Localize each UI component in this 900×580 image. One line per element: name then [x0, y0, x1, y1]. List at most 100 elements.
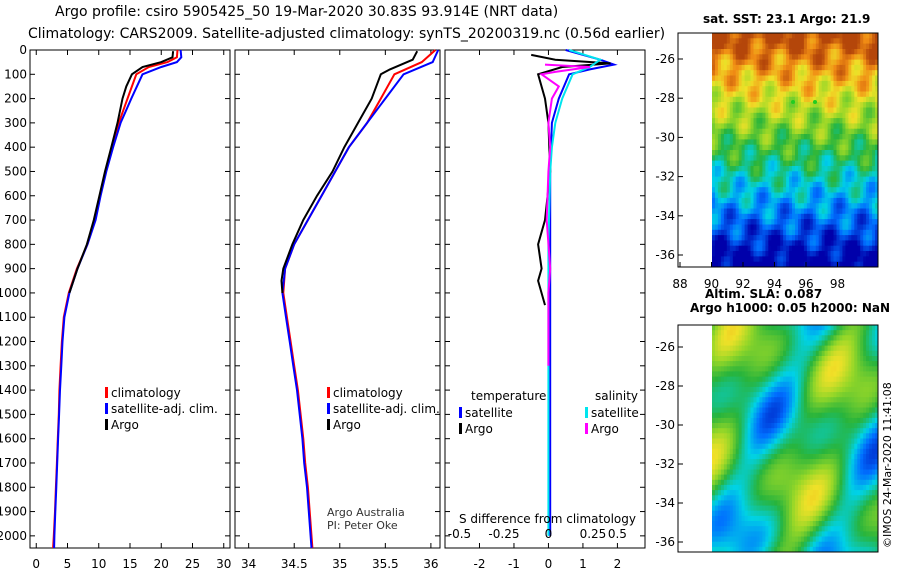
heatmap-cell [735, 454, 740, 460]
heatmap-cell [857, 229, 861, 236]
heatmap-cell [821, 261, 826, 268]
heatmap-cell [759, 102, 763, 108]
sst-map-frame [677, 32, 879, 268]
heatmap-cell [863, 376, 867, 383]
heatmap-cell [821, 38, 826, 45]
heatmap-cell [783, 325, 787, 331]
heatmap-cell [842, 155, 846, 162]
heatmap-cell [726, 350, 731, 357]
heatmap-cell [726, 240, 731, 247]
heatmap-cell [732, 261, 737, 268]
heatmap-cell [717, 479, 722, 486]
heatmap-cell [842, 256, 846, 263]
heatmap-cell [786, 448, 790, 455]
heatmap-cell [863, 490, 867, 496]
heatmap-cell [869, 49, 873, 55]
heatmap-cell [830, 144, 835, 151]
heatmap-cell [792, 376, 796, 383]
heatmap-cell [729, 187, 734, 193]
heatmap-cell [795, 187, 799, 193]
heatmap-cell [729, 118, 734, 124]
heatmap-cell [827, 397, 832, 403]
heatmap-cell [765, 134, 769, 140]
heatmap-cell [795, 448, 799, 455]
heatmap-cell [732, 91, 737, 98]
heatmap-cell [812, 469, 817, 476]
heatmap-cell [821, 386, 826, 393]
heatmap-cell [762, 208, 766, 215]
heatmap-cell [875, 361, 879, 367]
heatmap-cell [744, 251, 749, 257]
heatmap-cell [866, 423, 870, 429]
heatmap-cell [768, 139, 772, 146]
heatmap-cell [830, 464, 835, 470]
heatmap-cell [798, 128, 802, 135]
heatmap-cell [818, 428, 823, 434]
heatmap-cell [863, 33, 867, 39]
heatmap-cell [717, 187, 722, 193]
heatmap-cell [783, 43, 787, 50]
heatmap-cell [857, 102, 861, 108]
heatmap-cell [848, 417, 852, 424]
heatmap-cell [786, 366, 790, 372]
heatmap-cell [863, 171, 867, 178]
heatmap-cell [806, 229, 811, 236]
heatmap-cell [759, 325, 763, 331]
heatmap-cell [812, 70, 817, 76]
heatmap-cell [715, 75, 719, 82]
heatmap-cell [848, 376, 852, 383]
heatmap-cell [715, 112, 719, 119]
heatmap-cell [792, 459, 796, 465]
heatmap-cell [806, 240, 811, 247]
heatmap-cell [833, 521, 837, 527]
heatmap-cell [756, 376, 760, 383]
heatmap-cell [768, 123, 772, 130]
heatmap-cell [783, 64, 787, 71]
heatmap-cell [830, 134, 835, 140]
heatmap-cell [792, 192, 796, 199]
heatmap-cell [824, 70, 829, 76]
heatmap-cell [830, 240, 835, 247]
heatmap-cell [806, 91, 811, 98]
heatmap-cell [777, 479, 781, 486]
heatmap-cell [857, 515, 861, 522]
heatmap-cell [806, 376, 811, 383]
y-tick-label: 100 [4, 67, 27, 81]
heatmap-cell [800, 86, 805, 92]
heatmap-cell [732, 80, 737, 87]
heatmap-cell [815, 251, 820, 257]
heatmap-cell [741, 521, 746, 527]
heatmap-cell [726, 366, 731, 372]
heatmap-cell [812, 515, 817, 522]
heatmap-cell [753, 235, 757, 241]
heatmap-cell [854, 381, 858, 388]
heatmap-cell [803, 80, 808, 87]
heatmap-cell [860, 70, 864, 76]
heatmap-cell [795, 112, 799, 119]
heatmap-cell [786, 208, 790, 215]
heatmap-cell [720, 428, 725, 434]
heatmap-cell [839, 33, 843, 39]
heatmap-cell [717, 531, 722, 538]
heatmap-cell [848, 412, 852, 419]
heatmap-cell [786, 38, 790, 45]
heatmap-cell [715, 361, 719, 367]
heatmap-cell [848, 192, 852, 199]
heatmap-cell [738, 166, 743, 172]
heatmap-cell [712, 192, 716, 199]
heatmap-cell [774, 187, 778, 193]
heatmap-cell [812, 325, 817, 331]
heatmap-cell [833, 43, 837, 50]
heatmap-cell [851, 75, 855, 82]
heatmap-cell [872, 70, 876, 76]
heatmap-cell [723, 86, 728, 92]
heatmap-cell [759, 484, 763, 491]
heatmap-cell [712, 325, 716, 331]
sst-x-tick-label: 92 [735, 277, 750, 291]
heatmap-cell [780, 38, 784, 45]
heatmap-cell [741, 350, 746, 357]
heatmap-cell [774, 484, 778, 491]
heatmap-cell [735, 412, 740, 419]
heatmap-cell [803, 521, 808, 527]
heatmap-cell [792, 371, 796, 378]
